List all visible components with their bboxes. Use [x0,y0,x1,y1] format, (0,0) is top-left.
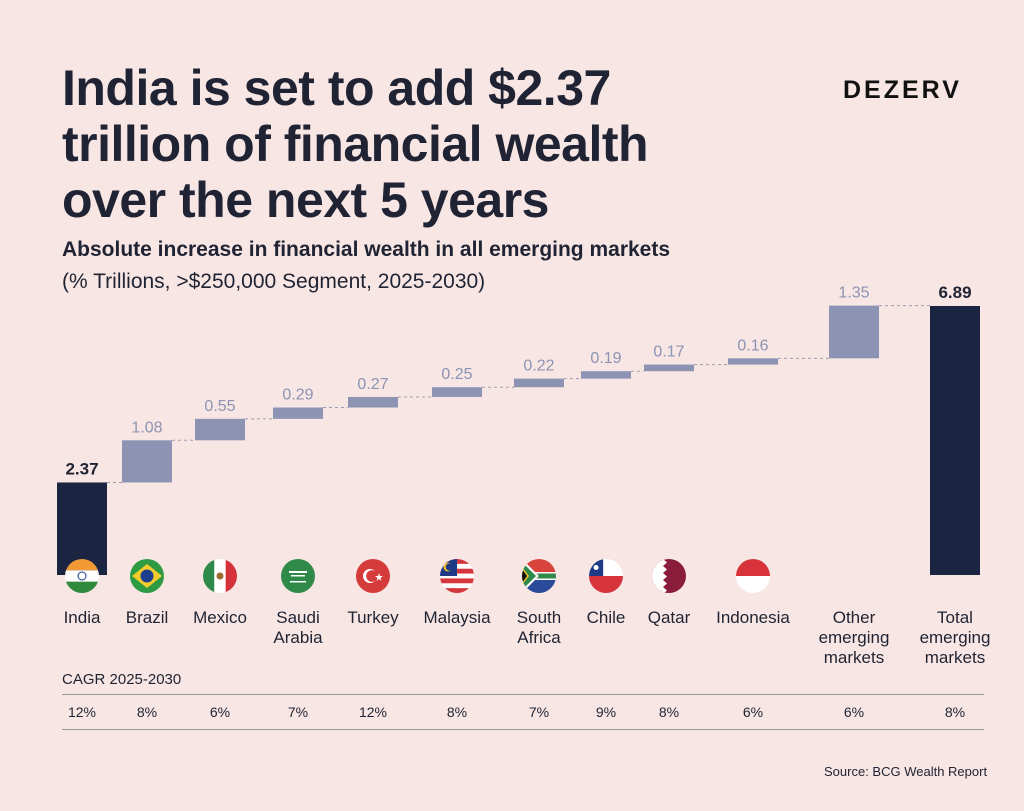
cagr-value-brazil: 8% [137,704,157,720]
category-label-indonesia: Indonesia [716,608,790,627]
cagr-value-qatar: 8% [659,704,679,720]
headline-line-2: trillion of financial wealth [62,116,649,172]
value-label-malaysia: 0.25 [441,366,472,383]
cagr-value-other-emerging-markets: 6% [844,704,864,720]
cagr-value-saudi-arabia: 7% [288,704,308,720]
bar-other-emerging-markets [829,305,879,359]
category-label-mexico: Mexico [193,608,247,627]
headline-line-1: India is set to add $2.37 [62,60,611,116]
indonesia-flag-icon [736,559,770,593]
bar-saudi-arabia [273,407,323,419]
cagr-value-malaysia: 8% [447,704,467,720]
turkey-flag-icon [356,559,390,593]
value-label-brazil: 1.08 [131,419,162,436]
bar-brazil [122,440,172,483]
chile-flag-icon [589,559,623,593]
malaysia-flag-icon [440,559,474,593]
cagr-bottom-rule [62,729,984,730]
bar-total-emerging-markets [930,306,980,575]
chart-units: (% Trillions, >$250,000 Segment, 2025-20… [62,270,486,293]
bar-indonesia [728,358,778,365]
cagr-value-total-emerging-markets: 8% [945,704,965,720]
cagr-value-indonesia: 6% [743,704,763,720]
headline-line-3: over the next 5 years [62,172,550,228]
category-label-turkey: Turkey [347,608,399,627]
saudi-arabia-flag-icon [281,559,315,593]
bar-turkey [348,396,398,408]
chart-subtitle: Absolute increase in financial wealth in… [62,238,671,261]
category-label-brazil: Brazil [126,608,169,627]
qatar-flag-icon [652,559,686,593]
cagr-value-turkey: 12% [359,704,387,720]
brand-logo: DEZERV [843,76,962,104]
value-label-mexico: 0.55 [204,398,235,415]
india-flag-icon [65,559,99,593]
value-label-south-africa: 0.22 [523,358,554,375]
value-label-other-emerging-markets: 1.35 [838,285,869,302]
cagr-value-south-africa: 7% [529,704,549,720]
bar-qatar [644,364,694,372]
category-label-qatar: Qatar [648,608,691,627]
mexico-flag-icon [203,559,237,593]
value-label-qatar: 0.17 [653,344,684,361]
value-label-indonesia: 0.16 [737,337,768,354]
bar-mexico [195,418,245,441]
category-label-india: India [64,608,101,627]
value-label-total-emerging-markets: 6.89 [938,283,971,302]
cagr-value-chile: 9% [596,704,616,720]
cagr-top-rule [62,694,984,695]
cagr-title: CAGR 2025-2030 [62,671,182,688]
category-label-chile: Chile [587,608,626,627]
cagr-value-india: 12% [68,704,96,720]
category-label-saudi-arabia: Saudi Arabia [273,608,323,647]
category-label-other-emerging-markets: Other emerging markets [819,608,890,667]
headline: India is set to add $2.37 trillion of fi… [62,60,762,228]
category-label-south-africa: South Africa [517,608,561,647]
value-label-chile: 0.19 [590,350,621,367]
source-note: Source: BCG Wealth Report [824,764,988,779]
value-label-turkey: 0.27 [357,376,388,393]
brazil-flag-icon [130,559,164,593]
value-label-saudi-arabia: 0.29 [282,387,313,404]
bar-south-africa [514,378,564,388]
category-label-malaysia: Malaysia [423,608,491,627]
cagr-value-mexico: 6% [210,704,230,720]
south-africa-flag-icon [522,559,556,593]
bar-chile [581,371,631,379]
category-label-total-emerging-markets: Total emerging markets [920,608,991,667]
bar-malaysia [432,387,482,397]
value-label-india: 2.37 [65,459,98,478]
